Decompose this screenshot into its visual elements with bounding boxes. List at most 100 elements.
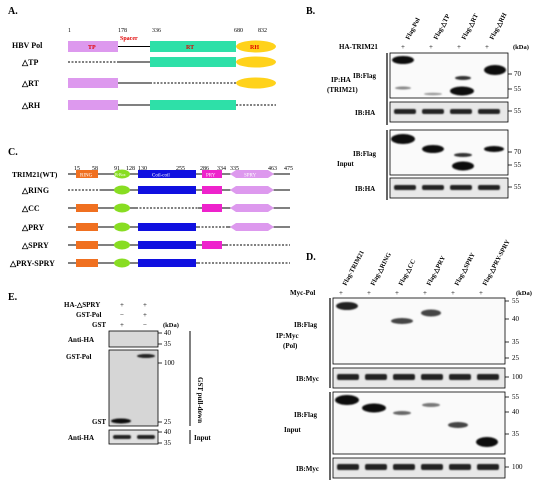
plus-sign: +: [401, 43, 405, 51]
sign: −: [143, 321, 147, 329]
tp-label: TP: [88, 45, 96, 51]
band: [393, 374, 415, 380]
band: [336, 302, 358, 310]
blot-label: IB:Flag: [353, 150, 376, 158]
delta-rh-label: △RH: [21, 101, 41, 110]
ha-dspry-label: HA-△SPRY: [64, 301, 100, 309]
band: [422, 145, 444, 153]
sign: +: [120, 321, 124, 329]
band: [477, 374, 499, 380]
bbox-label: B-Box: [115, 172, 126, 177]
plus-sign: +: [339, 289, 343, 297]
pos-label: 334: [217, 166, 226, 172]
pos-label: 128: [126, 166, 135, 172]
band: [422, 185, 444, 190]
lane-label: Flag-△PRY: [426, 255, 448, 287]
panel-c-label: C.: [8, 147, 18, 158]
pos-label: 15: [74, 166, 80, 172]
kda-label: (kDa): [163, 322, 179, 329]
cc-domain: [138, 241, 196, 249]
panel-d: D. Flag-TRIM21 Flag-△RING Flag-△CC Flag-…: [276, 238, 532, 480]
band: [393, 464, 415, 470]
plus-sign: +: [479, 289, 483, 297]
pos-label: 1: [68, 28, 71, 34]
band: [450, 109, 472, 114]
blot-label: IB:Myc: [296, 375, 319, 383]
band: [476, 437, 498, 447]
band: [449, 464, 471, 470]
blot-input-ha: [389, 177, 509, 199]
band: [454, 153, 472, 157]
marker-label: 55: [514, 183, 522, 191]
bbox-domain: [114, 203, 130, 213]
pry-domain: [202, 186, 222, 194]
lane-label: Flag-TRIM21: [342, 250, 366, 287]
band: [450, 185, 472, 190]
pos-label: 832: [258, 28, 267, 34]
band: [421, 309, 441, 317]
lane-label: Flag-△RT: [461, 12, 481, 41]
bbox-domain: [114, 169, 130, 179]
ring-domain: [76, 223, 98, 231]
band: [421, 464, 443, 470]
band: [422, 109, 444, 114]
input-label: Input: [194, 434, 211, 442]
bbox-domain: [114, 240, 130, 250]
band: [337, 464, 359, 470]
lane-label: Flag-△PRY-SPRY: [482, 238, 512, 286]
ip-ha-label: IP:HA: [331, 76, 351, 84]
lane-label: Flag-Pol: [405, 17, 422, 41]
ring-label: RING: [80, 174, 93, 179]
ha-trim21-label: HA-TRIM21: [339, 43, 378, 51]
marker-label: 35: [512, 338, 520, 346]
bbox-domain: [114, 185, 130, 195]
band: [362, 403, 386, 413]
band: [450, 86, 474, 96]
band: [393, 411, 411, 415]
band-label: Anti-HA: [68, 434, 94, 442]
ring-domain: [76, 241, 98, 249]
rt-domain: [150, 41, 236, 52]
delta-rt-label: △RT: [21, 79, 40, 88]
panel-b: B. Flag-Pol Flag-△TP Flag-△RT Flag-△RH H…: [306, 6, 529, 200]
pos-label: 475: [284, 166, 293, 172]
gst-pulldown-label: GST pull-down: [196, 377, 204, 423]
sign: −: [120, 311, 124, 319]
rh-domain: [236, 40, 276, 53]
band-label: GST-Pol: [66, 353, 91, 361]
plus-sign: +: [395, 289, 399, 297]
rt-label: RT: [186, 45, 194, 51]
marker-label: 40: [512, 315, 520, 323]
panel-d-label: D.: [306, 252, 316, 263]
kda-label: (kDa): [516, 290, 532, 297]
ip-ha-trim21-label: (TRIM21): [327, 86, 358, 94]
band: [455, 76, 471, 80]
marker-label: 70: [514, 70, 522, 78]
band: [113, 435, 131, 439]
marker-label: 25: [512, 354, 520, 362]
band: [484, 65, 506, 75]
sign: +: [120, 301, 124, 309]
spry-domain: [230, 223, 274, 231]
marker-label: 55: [514, 161, 522, 169]
rh-domain: [236, 56, 276, 68]
pry-domain: [202, 241, 222, 249]
band: [137, 435, 155, 439]
pos-label: 286: [200, 166, 209, 172]
panel-a-label: A.: [8, 6, 18, 17]
marker-label: 55: [512, 393, 520, 401]
pos-label: 336: [152, 28, 161, 34]
bbox-domain: [114, 222, 130, 232]
pos-label: 91: [114, 166, 120, 172]
gst-pol-label: GST-Pol: [76, 311, 101, 319]
tp-domain: [68, 100, 118, 110]
band: [478, 185, 500, 190]
band: [422, 403, 440, 407]
input-label: Input: [284, 426, 301, 434]
band: [421, 374, 443, 380]
delta-pry-label: △PRY: [21, 223, 45, 232]
blot-label: IB:HA: [355, 185, 375, 193]
band-label: GST: [92, 418, 106, 426]
blot-label: IB:Flag: [294, 321, 317, 329]
